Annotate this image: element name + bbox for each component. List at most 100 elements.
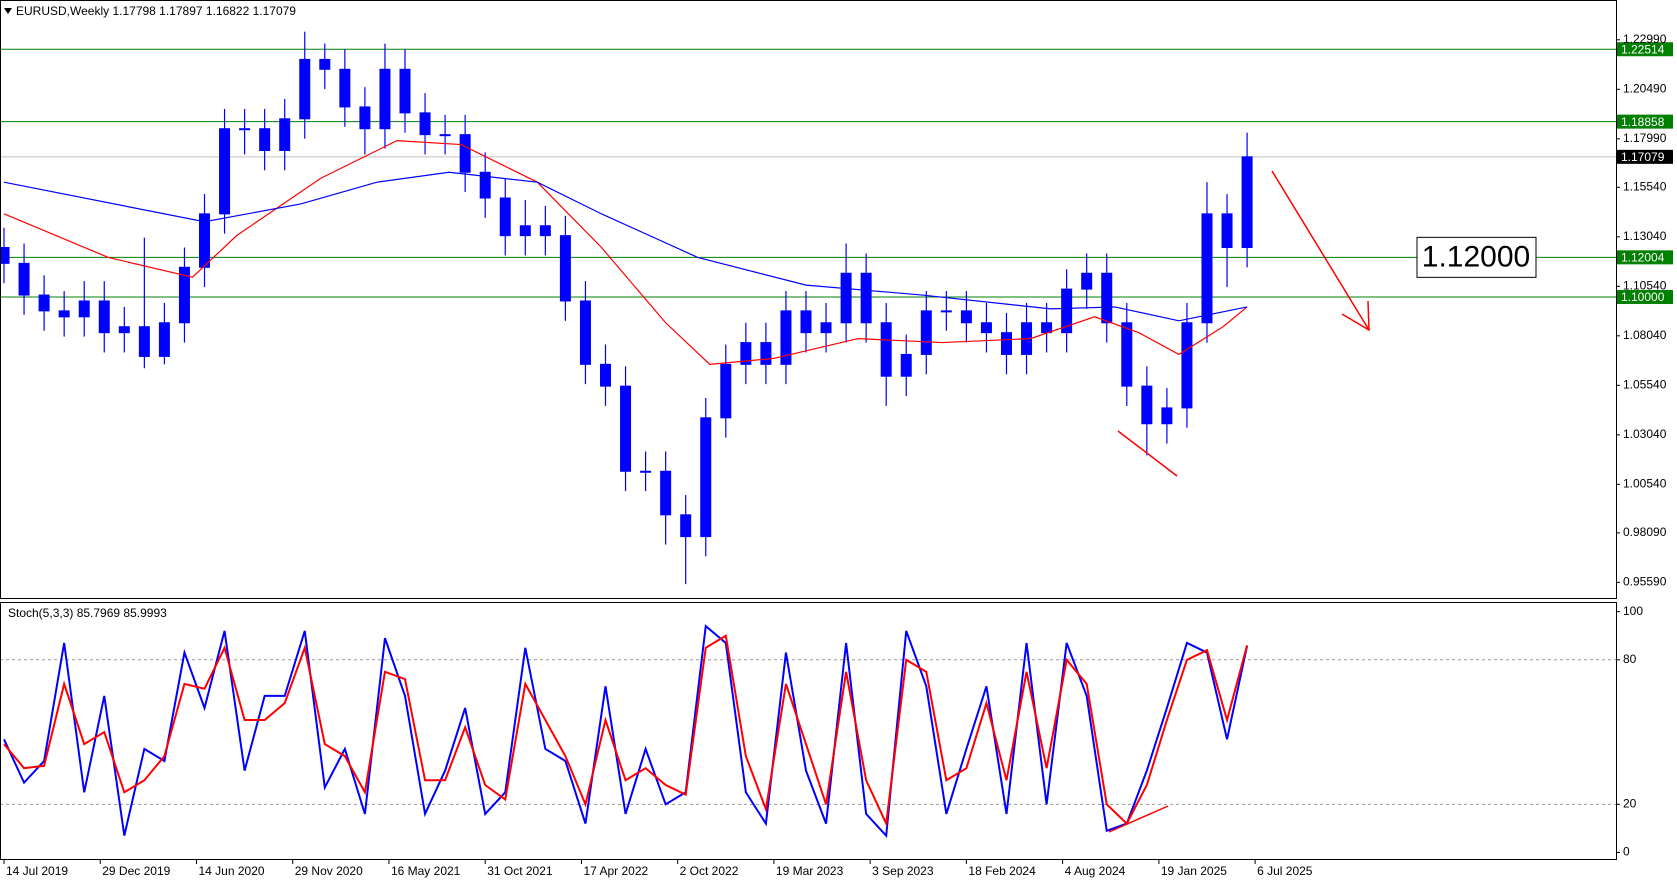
candle-body bbox=[379, 68, 391, 130]
candle-body bbox=[499, 197, 511, 237]
candle-body bbox=[660, 470, 672, 516]
candle-body bbox=[980, 322, 992, 334]
level-label: 1.17079 bbox=[1621, 150, 1665, 164]
x-tick-label: 17 Apr 2022 bbox=[583, 864, 648, 878]
chart-title: EURUSD,Weekly 1.17798 1.17897 1.16822 1.… bbox=[16, 4, 296, 18]
y-tick-label: 1.08040 bbox=[1623, 328, 1667, 342]
candle-body bbox=[640, 470, 652, 473]
stoch-line bbox=[3, 634, 1249, 828]
divergence-line bbox=[1108, 805, 1169, 833]
candle-body bbox=[1000, 332, 1012, 355]
candle-body bbox=[0, 247, 10, 264]
collapse-icon bbox=[4, 8, 12, 14]
trend-arrow bbox=[1271, 170, 1370, 331]
candle-body bbox=[820, 322, 832, 334]
arrow-head bbox=[1341, 300, 1370, 332]
candle-body bbox=[1141, 385, 1153, 425]
candle-body bbox=[840, 272, 852, 324]
candle-body bbox=[920, 310, 932, 355]
y-tick-label: 0 bbox=[1623, 845, 1630, 859]
stoch-frame bbox=[0, 602, 1617, 860]
divergence-line bbox=[1117, 430, 1178, 477]
y-tick-label: 1.20490 bbox=[1623, 81, 1667, 95]
candle-body bbox=[1061, 288, 1073, 334]
price-pane: 1.22514 1.18858 1.17079 1.12004 1.10000 1.120… bbox=[0, 31, 1673, 585]
candle-body bbox=[1081, 272, 1093, 290]
y-tick-label: 1.00540 bbox=[1623, 477, 1667, 491]
x-tick-label: 4 Aug 2024 bbox=[1065, 864, 1126, 878]
x-tick-label: 19 Jan 2025 bbox=[1161, 864, 1227, 878]
candle-body bbox=[38, 294, 50, 312]
level-label: 1.22514 bbox=[1621, 42, 1665, 56]
y-tick-label: 1.03040 bbox=[1623, 427, 1667, 441]
x-tick-label: 14 Jun 2020 bbox=[198, 864, 264, 878]
candle-body bbox=[1241, 156, 1253, 249]
candle-body bbox=[339, 68, 351, 108]
level-label: 1.18858 bbox=[1621, 115, 1665, 129]
candle-body bbox=[700, 417, 712, 538]
level-label-box bbox=[1617, 250, 1673, 265]
candle-body bbox=[118, 326, 130, 334]
candle-body bbox=[219, 128, 231, 215]
level-label: 1.12004 bbox=[1621, 251, 1665, 265]
x-tick-label: 31 Oct 2021 bbox=[487, 864, 553, 878]
stoch-title: Stoch(5,3,3) 85.7969 85.9993 bbox=[8, 606, 167, 620]
candle-body bbox=[880, 322, 892, 377]
candle-body bbox=[459, 134, 471, 173]
x-tick-label: 29 Nov 2020 bbox=[295, 864, 363, 878]
level-label-box bbox=[1617, 114, 1673, 129]
candle-body bbox=[940, 310, 952, 313]
candle-body bbox=[720, 363, 732, 419]
annotation: 1.12000 bbox=[1422, 240, 1530, 273]
y-tick-label: 1.17990 bbox=[1623, 131, 1667, 145]
y-tick-label: 1.15540 bbox=[1623, 179, 1667, 193]
y-tick-label: 1.05540 bbox=[1623, 378, 1667, 392]
candle-body bbox=[599, 363, 611, 387]
candle-body bbox=[800, 310, 812, 334]
candle-body bbox=[98, 300, 110, 334]
candle-body bbox=[900, 353, 912, 377]
x-tick-label: 2 Oct 2022 bbox=[680, 864, 739, 878]
candle-body bbox=[178, 266, 190, 324]
candle-body bbox=[359, 106, 371, 130]
price-frame bbox=[0, 0, 1617, 599]
candle-body bbox=[259, 128, 271, 151]
candle-body bbox=[860, 272, 872, 324]
y-tick-label: 1.13040 bbox=[1623, 229, 1667, 243]
candle-body bbox=[1221, 213, 1233, 249]
level-label: 1.10000 bbox=[1621, 290, 1665, 304]
candle-body bbox=[960, 310, 972, 324]
x-tick-label: 3 Sep 2023 bbox=[872, 864, 934, 878]
candle-body bbox=[58, 310, 70, 318]
level-label-box bbox=[1617, 290, 1673, 305]
candle-body bbox=[1041, 322, 1053, 334]
level-label-box bbox=[1617, 149, 1673, 164]
y-tick-label: 0.98090 bbox=[1623, 525, 1667, 539]
y-tick-label: 80 bbox=[1623, 652, 1637, 666]
level-label-box bbox=[1617, 42, 1673, 57]
candle-body bbox=[419, 112, 431, 136]
candle-body bbox=[1121, 322, 1133, 387]
candle-body bbox=[1201, 213, 1213, 324]
candle-body bbox=[760, 342, 772, 365]
candle-body bbox=[439, 134, 451, 137]
y-tick-label: 20 bbox=[1623, 796, 1637, 810]
candle-body bbox=[78, 300, 90, 318]
y-tick-label: 0.95590 bbox=[1623, 575, 1667, 589]
drawn-annotations bbox=[1108, 170, 1370, 833]
candle-body bbox=[1161, 407, 1173, 425]
y-tick-label: 100 bbox=[1623, 604, 1643, 618]
candle-body bbox=[158, 322, 170, 357]
candle-body bbox=[559, 235, 571, 302]
stoch-line bbox=[3, 624, 1249, 838]
candle-body bbox=[780, 310, 792, 365]
candle-body bbox=[18, 262, 30, 296]
candle-body bbox=[299, 58, 311, 120]
y-tick-label: 1.10540 bbox=[1623, 278, 1667, 292]
x-tick-label: 14 Jul 2019 bbox=[6, 864, 68, 878]
candle-body bbox=[680, 514, 692, 538]
candle-body bbox=[740, 342, 752, 365]
candle-body bbox=[519, 225, 531, 237]
